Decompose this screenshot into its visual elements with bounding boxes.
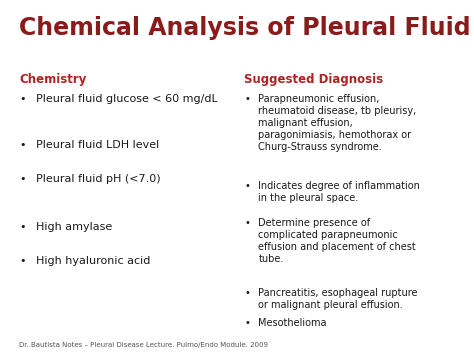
Text: Pleural fluid LDH level: Pleural fluid LDH level [36,140,159,150]
Text: Mesothelioma: Mesothelioma [258,318,327,328]
Text: •: • [244,218,250,228]
Text: Determine presence of
complicated parapneumonic
effusion and placement of chest
: Determine presence of complicated parapn… [258,218,416,264]
Text: •: • [244,318,250,328]
Text: Dr. Bautista Notes – Pleural Disease Lecture. Pulmo/Endo Module. 2009: Dr. Bautista Notes – Pleural Disease Lec… [19,342,268,348]
Text: High hyaluronic acid: High hyaluronic acid [36,256,150,266]
Text: •: • [244,181,250,191]
Text: •: • [244,288,250,297]
Text: Suggested Diagnosis: Suggested Diagnosis [244,73,383,86]
Text: •: • [19,174,26,184]
Text: Parapneumonic effusion,
rheumatoid disease, tb pleurisy,
malignant effusion,
par: Parapneumonic effusion, rheumatoid disea… [258,94,417,152]
Text: Indicates degree of inflammation
in the pleural space.: Indicates degree of inflammation in the … [258,181,420,203]
Text: Pleural fluid pH (<7.0): Pleural fluid pH (<7.0) [36,174,160,184]
Text: •: • [19,222,26,232]
Text: •: • [244,94,250,104]
Text: Chemistry: Chemistry [19,73,86,86]
Text: •: • [19,94,26,104]
Text: Chemical Analysis of Pleural Fluid: Chemical Analysis of Pleural Fluid [19,16,471,40]
Text: •: • [19,256,26,266]
Text: •: • [19,140,26,150]
Text: Pancreatitis, esophageal rupture
or malignant pleural effusion.: Pancreatitis, esophageal rupture or mali… [258,288,418,310]
Text: Pleural fluid glucose < 60 mg/dL: Pleural fluid glucose < 60 mg/dL [36,94,217,104]
Text: High amylase: High amylase [36,222,112,232]
